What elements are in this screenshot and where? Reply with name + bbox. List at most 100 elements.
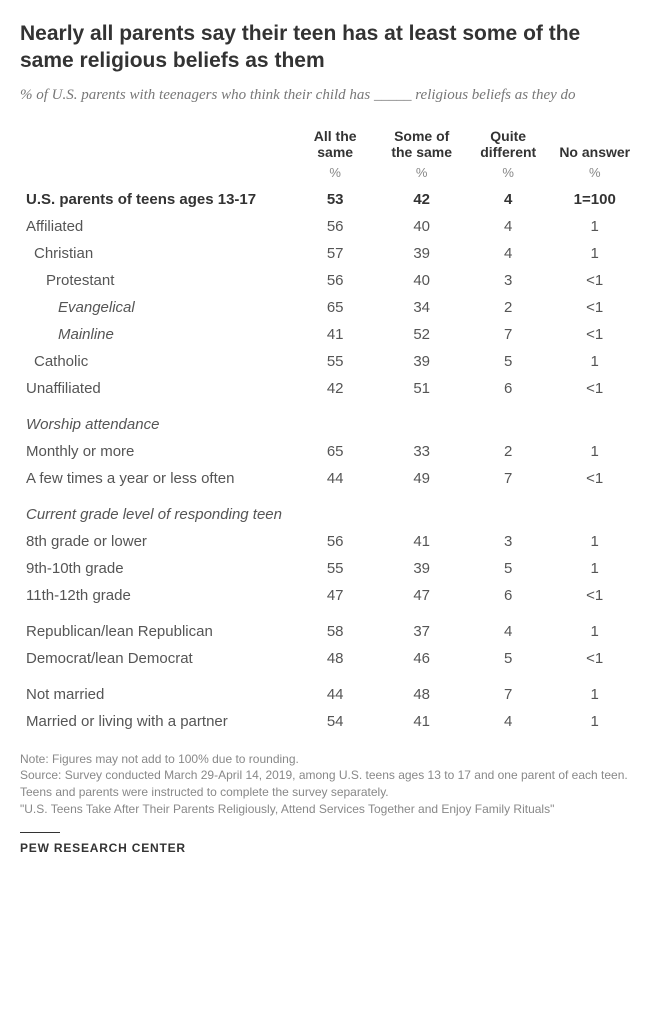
cell: 58 [292,609,379,645]
cell: 39 [378,240,465,267]
table-row: 11th-12th grade 47 47 6 <1 [20,582,638,609]
cell: 3 [465,528,552,555]
cell: 56 [292,267,379,294]
cell: 2 [465,438,552,465]
row-label: 8th grade or lower [20,528,292,555]
cell: 49 [378,465,465,492]
cell: 47 [378,582,465,609]
cell: 47 [292,582,379,609]
row-label: Catholic [20,348,292,375]
table-row: Catholic 55 39 5 1 [20,348,638,375]
table-row: Unaffiliated 42 51 6 <1 [20,375,638,402]
cell: 7 [465,465,552,492]
row-label: 11th-12th grade [20,582,292,609]
cell: 4 [465,240,552,267]
pct-label: % [551,164,638,186]
cell: 57 [292,240,379,267]
row-label: U.S. parents of teens ages 13-17 [20,186,292,213]
cell: 41 [378,708,465,735]
col-diff: Quite different [465,124,552,164]
table-row: Not married 44 48 7 1 [20,672,638,708]
cell: <1 [551,375,638,402]
note-rounding: Note: Figures may not add to 100% due to… [20,751,638,768]
cell: 39 [378,555,465,582]
cell: 1 [551,609,638,645]
pct-label: % [378,164,465,186]
row-label: Unaffiliated [20,375,292,402]
cell: 41 [292,321,379,348]
cell: 7 [465,672,552,708]
cell: 1 [551,708,638,735]
cell: 34 [378,294,465,321]
row-label: Not married [20,672,292,708]
cell: 3 [465,267,552,294]
cell: 41 [378,528,465,555]
cell: 37 [378,609,465,645]
cell: 5 [465,645,552,672]
cell: 46 [378,645,465,672]
table-row: Monthly or more 65 33 2 1 [20,438,638,465]
cell: 1 [551,528,638,555]
cell: <1 [551,582,638,609]
row-label: Married or living with a partner [20,708,292,735]
cell: 1 [551,213,638,240]
row-label: Monthly or more [20,438,292,465]
table-row-total: U.S. parents of teens ages 13-17 53 42 4… [20,186,638,213]
cell: 48 [292,645,379,672]
cell: 4 [465,213,552,240]
cell: 1=100 [551,186,638,213]
cell: 6 [465,375,552,402]
col-no-answer: No answer [551,124,638,164]
col-all-same: All the same [292,124,379,164]
cell: <1 [551,465,638,492]
cell: 51 [378,375,465,402]
table-row: Affiliated 56 40 4 1 [20,213,638,240]
cell: 56 [292,213,379,240]
cell: 1 [551,240,638,267]
cell: 5 [465,555,552,582]
row-label: Evangelical [20,294,292,321]
row-label: Republican/lean Republican [20,609,292,645]
cell: 4 [465,186,552,213]
cell: <1 [551,645,638,672]
cell: <1 [551,267,638,294]
footnote-block: Note: Figures may not add to 100% due to… [20,751,638,818]
cell: 1 [551,438,638,465]
cell: 42 [292,375,379,402]
row-label: Protestant [20,267,292,294]
cell: 48 [378,672,465,708]
table-row: Mainline 41 52 7 <1 [20,321,638,348]
cell: 53 [292,186,379,213]
pct-label: % [465,164,552,186]
pct-row: % % % % [20,164,638,186]
cell: 52 [378,321,465,348]
cell: 1 [551,348,638,375]
table-row: Married or living with a partner 54 41 4… [20,708,638,735]
section-label: Worship attendance [20,402,638,438]
cell: <1 [551,294,638,321]
subtitle-post: religious beliefs as they do [412,87,576,103]
cell: 6 [465,582,552,609]
table-row: Democrat/lean Democrat 48 46 5 <1 [20,645,638,672]
cell: 56 [292,528,379,555]
row-label: 9th-10th grade [20,555,292,582]
cell: 4 [465,708,552,735]
cell: <1 [551,321,638,348]
divider [20,832,60,833]
cell: 5 [465,348,552,375]
cell: 2 [465,294,552,321]
table-row: 9th-10th grade 55 39 5 1 [20,555,638,582]
cell: 1 [551,672,638,708]
row-label: Mainline [20,321,292,348]
section-header-worship: Worship attendance [20,402,638,438]
cell: 55 [292,348,379,375]
cell: 1 [551,555,638,582]
header-row: All the same Some of the same Quite diff… [20,124,638,164]
col-some-same: Some of the same [378,124,465,164]
table-row: Republican/lean Republican 58 37 4 1 [20,609,638,645]
cell: 54 [292,708,379,735]
section-header-grade: Current grade level of responding teen [20,492,638,528]
table-row: Evangelical 65 34 2 <1 [20,294,638,321]
data-table: All the same Some of the same Quite diff… [20,124,638,735]
cell: 39 [378,348,465,375]
